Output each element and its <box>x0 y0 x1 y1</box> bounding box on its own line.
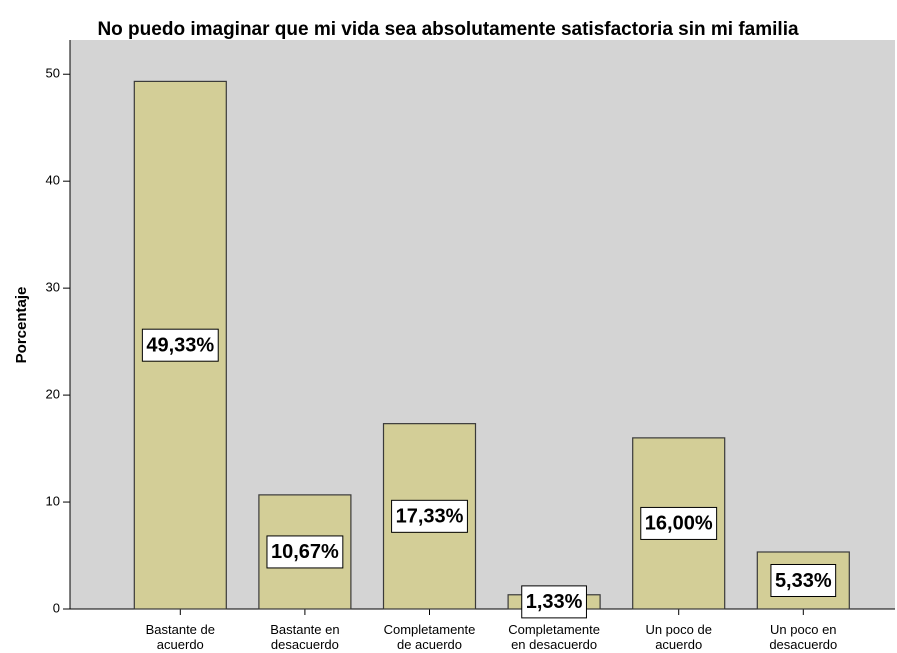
y-axis-label: Porcentaje <box>13 287 30 364</box>
value-label-box <box>521 585 587 619</box>
x-tick-label: Un poco de acuerdo <box>645 622 712 652</box>
x-tick-label-line: Un poco de <box>645 622 712 637</box>
x-tick-label-line: desacuerdo <box>271 637 339 652</box>
x-tick-label: Un poco en desacuerdo <box>769 622 837 652</box>
value-label-box <box>640 506 718 540</box>
value-label-box <box>391 499 468 533</box>
value-label: 10,67% <box>271 541 339 563</box>
value-label: 17,33% <box>396 506 464 528</box>
x-tick-label: Completamente en desacuerdo <box>508 622 600 652</box>
x-tick-label-line: Bastante de <box>146 622 215 637</box>
x-tick-label-line: desacuerdo <box>769 637 837 652</box>
value-label-box <box>770 563 837 597</box>
x-tick-label-line: acuerdo <box>157 637 204 652</box>
value-label-box <box>266 535 344 569</box>
y-tick-label: 10 <box>46 493 60 508</box>
x-tick-label-line: de acuerdo <box>397 637 462 652</box>
value-label: 5,33% <box>775 570 832 592</box>
x-tick-label-line: Completamente <box>508 622 600 637</box>
x-tick-label-line: Completamente <box>384 622 476 637</box>
value-label-box <box>141 328 219 362</box>
y-tick-label: 0 <box>53 600 60 615</box>
x-tick-label-line: acuerdo <box>655 637 702 652</box>
value-label: 49,33% <box>146 334 214 356</box>
x-tick-label: Bastante en desacuerdo <box>270 622 339 652</box>
x-tick-label-line: en desacuerdo <box>511 637 597 652</box>
y-tick-label: 50 <box>46 66 60 81</box>
value-label: 16,00% <box>645 513 713 535</box>
y-tick-label: 40 <box>46 173 60 188</box>
x-tick-label: Completamente de acuerdo <box>384 622 476 652</box>
x-tick-label-line: Un poco en <box>770 622 837 637</box>
y-tick-label: 20 <box>46 387 60 402</box>
y-tick-label: 30 <box>46 280 60 295</box>
chart-title: No puedo imaginar que mi vida sea absolu… <box>97 19 799 40</box>
x-tick-label: Bastante de acuerdo <box>146 622 215 652</box>
value-label: 1,33% <box>526 591 583 613</box>
x-tick-label-line: Bastante en <box>270 622 339 637</box>
